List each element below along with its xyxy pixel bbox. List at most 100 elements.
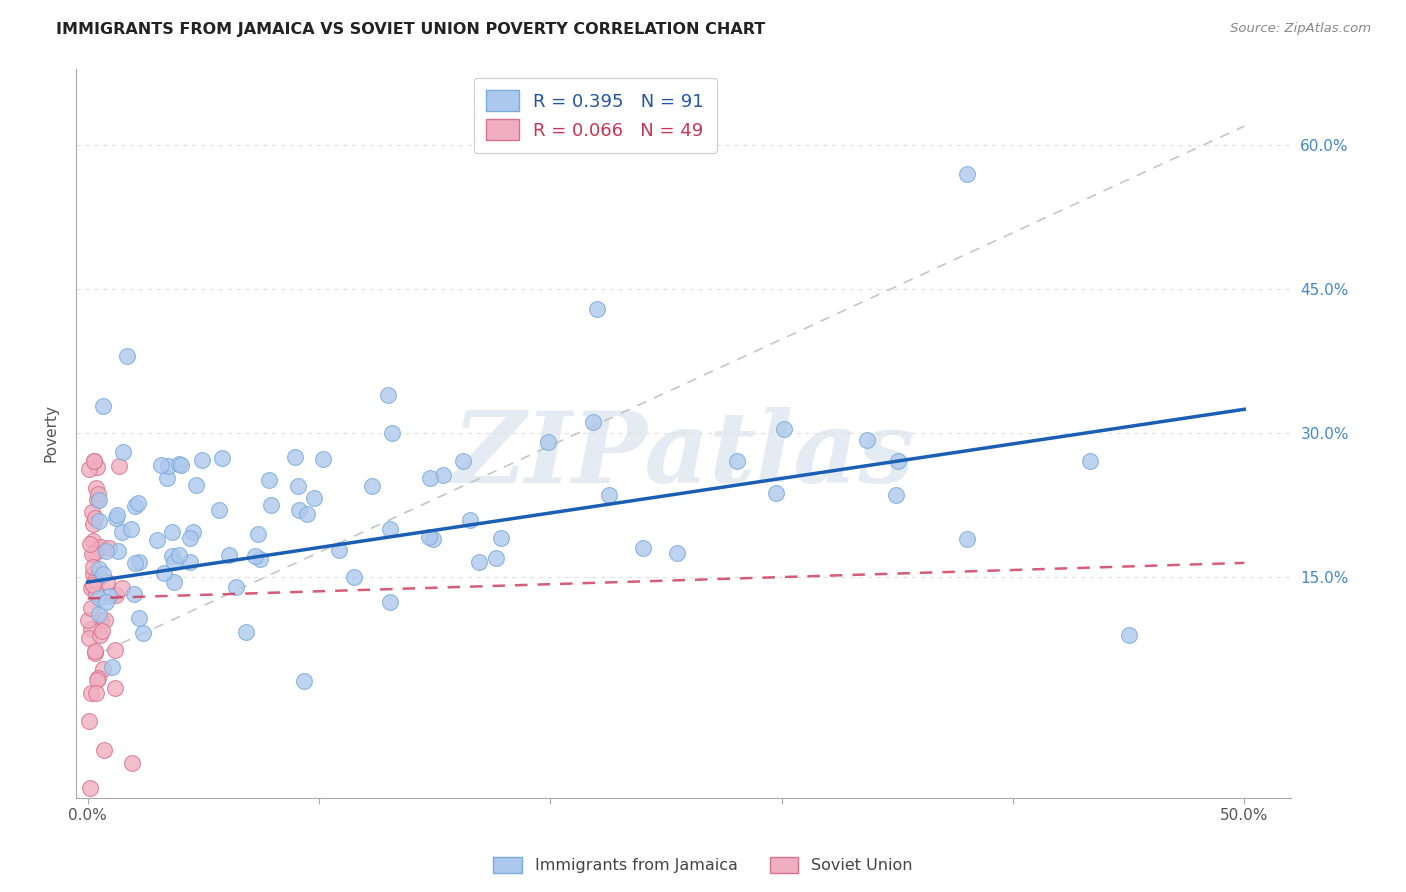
Point: [432, 467, 454, 482]
Point: [93, 742, 115, 756]
Point: [288, 503, 311, 517]
Point: [80, 686, 103, 700]
Point: [1118, 628, 1140, 642]
Point: [77, 462, 100, 476]
Point: [328, 543, 350, 558]
Point: [179, 555, 201, 569]
Legend: R = 0.395   N = 91, R = 0.066   N = 49: R = 0.395 N = 91, R = 0.066 N = 49: [474, 78, 717, 153]
Point: [380, 595, 402, 609]
Point: [631, 541, 654, 555]
Point: [89, 562, 111, 576]
Point: [77, 714, 100, 728]
Point: [128, 555, 150, 569]
Point: [489, 531, 512, 545]
Point: [105, 511, 128, 525]
Point: [89, 493, 111, 508]
Point: [167, 548, 190, 562]
Point: [91, 624, 114, 638]
Point: [451, 454, 474, 468]
Point: [302, 491, 325, 505]
Point: [190, 453, 212, 467]
Point: [89, 515, 111, 529]
Point: [458, 513, 481, 527]
Point: [235, 624, 257, 639]
Point: [153, 566, 176, 581]
Point: [100, 659, 122, 673]
Point: [249, 551, 271, 566]
Point: [121, 756, 143, 770]
Point: [257, 473, 280, 487]
Point: [115, 349, 138, 363]
Point: [378, 522, 401, 536]
Point: [884, 488, 907, 502]
Point: [160, 549, 183, 564]
Point: [311, 451, 333, 466]
Point: [211, 450, 233, 465]
Point: [887, 454, 910, 468]
Point: [82, 534, 104, 549]
Point: [120, 522, 142, 536]
Point: [260, 499, 283, 513]
Point: [666, 546, 689, 560]
Point: [292, 674, 315, 689]
Point: [111, 581, 134, 595]
Legend: Immigrants from Jamaica, Soviet Union: Immigrants from Jamaica, Soviet Union: [486, 850, 920, 880]
Point: [86, 673, 108, 688]
Point: [104, 681, 127, 695]
Point: [146, 533, 169, 547]
Point: [284, 450, 307, 464]
Point: [82, 559, 104, 574]
Point: [956, 532, 979, 546]
Point: [98, 589, 121, 603]
Point: [111, 444, 134, 458]
Point: [89, 607, 111, 621]
Point: [80, 581, 103, 595]
Point: [84, 585, 107, 599]
Point: [94, 544, 117, 558]
Point: [149, 458, 172, 473]
Point: [581, 415, 603, 429]
Point: [105, 508, 128, 522]
Point: [86, 541, 108, 556]
Point: [419, 471, 441, 485]
Point: [765, 485, 787, 500]
Point: [82, 517, 104, 532]
Point: [80, 601, 103, 615]
Point: [80, 505, 103, 519]
Point: [160, 524, 183, 539]
Point: [79, 622, 101, 636]
Text: IMMIGRANTS FROM JAMAICA VS SOVIET UNION POVERTY CORRELATION CHART: IMMIGRANTS FROM JAMAICA VS SOVIET UNION …: [56, 22, 765, 37]
Point: [132, 626, 155, 640]
Point: [1078, 454, 1101, 468]
Point: [89, 591, 111, 606]
Point: [585, 301, 607, 316]
Point: [83, 646, 105, 660]
Point: [96, 575, 118, 590]
Point: [84, 573, 107, 587]
Point: [86, 685, 108, 699]
Point: [156, 458, 179, 473]
Point: [93, 613, 115, 627]
Point: [225, 580, 247, 594]
Point: [124, 556, 146, 570]
Point: [179, 531, 201, 545]
Point: [89, 628, 111, 642]
Point: [207, 503, 229, 517]
Point: [83, 454, 105, 468]
Point: [91, 399, 114, 413]
Point: [86, 493, 108, 508]
Point: [343, 570, 366, 584]
Text: Source: ZipAtlas.com: Source: ZipAtlas.com: [1230, 22, 1371, 36]
Point: [82, 577, 104, 591]
Point: [246, 527, 269, 541]
Point: [104, 588, 127, 602]
Point: [111, 524, 134, 539]
Point: [107, 544, 129, 558]
Point: [94, 595, 117, 609]
Point: [485, 551, 508, 566]
Point: [90, 613, 112, 627]
Point: [91, 567, 114, 582]
Point: [128, 611, 150, 625]
Point: [104, 642, 127, 657]
Point: [381, 426, 404, 441]
